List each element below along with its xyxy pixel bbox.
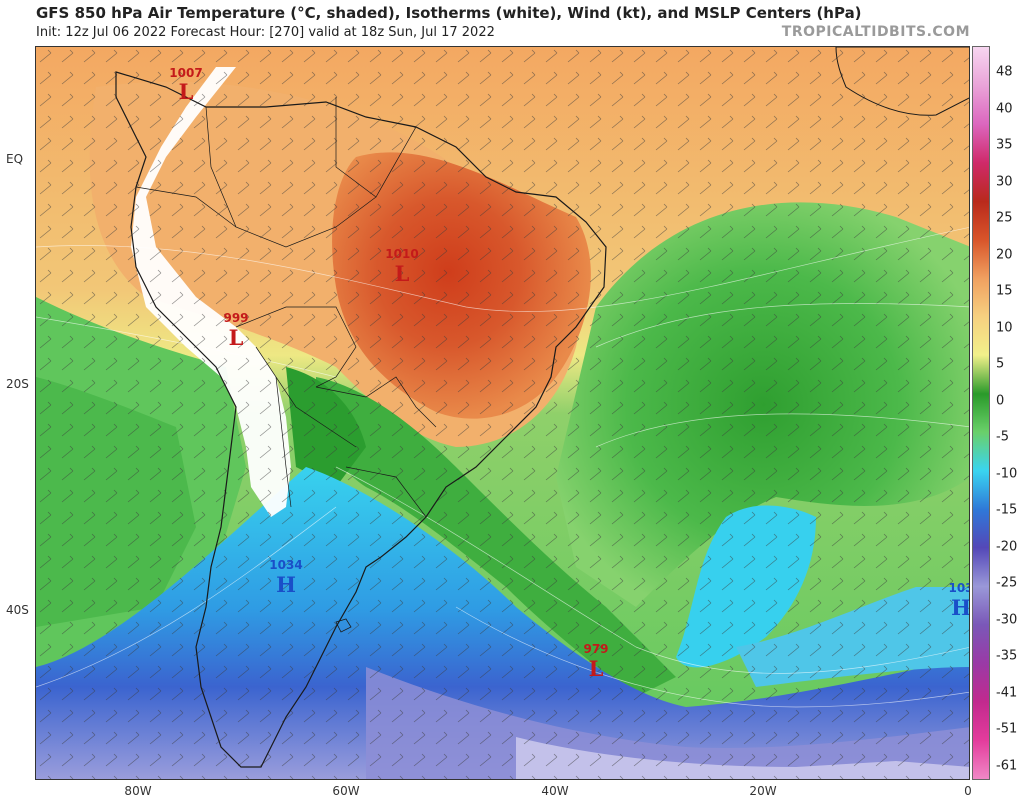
colorbar-label: 30 xyxy=(996,174,1013,190)
mslp-value: 979 xyxy=(583,642,608,656)
temperature-colorbar xyxy=(972,46,990,780)
lon-label-0: 0 xyxy=(964,784,972,798)
mslp-value: 1007 xyxy=(169,66,202,80)
south-america-coastline xyxy=(115,71,607,768)
mslp-value: 103 xyxy=(948,581,970,595)
low-pressure-symbol: L xyxy=(395,261,410,286)
mslp-center-1034: 1034 H xyxy=(269,558,302,597)
mslp-value: 1010 xyxy=(385,247,418,261)
lat-label-40s: 40S xyxy=(6,603,29,617)
mslp-center-1007: 1007 L xyxy=(169,66,202,104)
colorbar-label: 15 xyxy=(996,283,1013,299)
lat-label-20s: 20S xyxy=(6,377,29,391)
mslp-value: 999 xyxy=(223,311,248,325)
colorbar-label: -51 xyxy=(996,721,1018,737)
colorbar-label: -30 xyxy=(996,612,1018,628)
map-title: GFS 850 hPa Air Temperature (°C, shaded)… xyxy=(36,4,862,22)
low-pressure-symbol: L xyxy=(589,656,604,681)
colorbar-label: 20 xyxy=(996,247,1013,263)
colorbar-label: 40 xyxy=(996,101,1013,117)
colorbar-label: 10 xyxy=(996,320,1013,336)
colorbar-label: 0 xyxy=(996,393,1005,409)
brand-watermark: TROPICALTIDBITS.COM xyxy=(781,24,970,40)
low-pressure-symbol: L xyxy=(179,79,194,104)
colorbar-label: 35 xyxy=(996,137,1013,153)
colorbar-label: -61 xyxy=(996,758,1018,774)
lon-label-80w: 80W xyxy=(124,784,152,798)
mslp-center-999: 999 L xyxy=(223,311,248,350)
lat-label-eq: EQ xyxy=(6,152,24,166)
mslp-value: 1034 xyxy=(269,558,302,572)
colorbar-label: -35 xyxy=(996,648,1018,664)
map-canvas: 1007 L 1010 L 999 L 1034 H 979 L 103 H xyxy=(36,47,970,779)
colorbar-label: -20 xyxy=(996,539,1018,555)
colorbar-label: -41 xyxy=(996,685,1018,701)
mslp-center-103: 103 H xyxy=(948,581,970,620)
lon-label-40w: 40W xyxy=(541,784,569,798)
weather-map[interactable]: 1007 L 1010 L 999 L 1034 H 979 L 103 H xyxy=(35,46,970,780)
colorbar-label: 5 xyxy=(996,356,1005,372)
lon-label-60w: 60W xyxy=(332,784,360,798)
lon-label-20w: 20W xyxy=(749,784,777,798)
low-pressure-symbol: L xyxy=(229,325,244,350)
mslp-center-979: 979 L xyxy=(583,642,608,681)
colorbar-label: 48 xyxy=(996,64,1013,80)
colorbar-label: -25 xyxy=(996,575,1018,591)
high-pressure-symbol: H xyxy=(951,595,970,620)
map-subtitle: Init: 12z Jul 06 2022 Forecast Hour: [27… xyxy=(36,25,495,40)
colorbar-label: 25 xyxy=(996,210,1013,226)
colorbar-label: -15 xyxy=(996,502,1018,518)
high-pressure-symbol: H xyxy=(276,572,296,597)
colorbar-label: -10 xyxy=(996,466,1018,482)
mslp-center-1010: 1010 L xyxy=(385,247,418,286)
africa-coastline xyxy=(835,47,969,116)
colorbar-label: -5 xyxy=(996,429,1009,445)
